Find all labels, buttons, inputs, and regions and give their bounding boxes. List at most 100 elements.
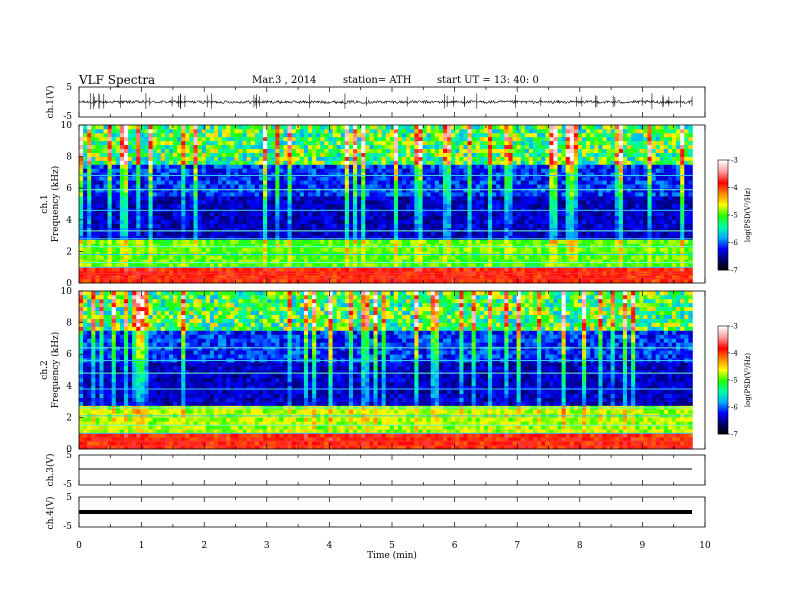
ch1-spectrogram-cell (160, 239, 166, 244)
ch1-spectrogram-cell (418, 184, 423, 189)
ch1-spectrogram-cell (324, 211, 329, 217)
ch1-spectrogram-cell (148, 172, 153, 177)
ch1-spectrogram-cell (516, 140, 522, 146)
ch1-spectrogram-cell (471, 231, 477, 236)
ch1-spectrogram-cell (267, 275, 272, 280)
ch1-spectrogram-cell (148, 219, 153, 225)
ch1-spectrogram-cell (336, 259, 342, 264)
ch1-spectrogram-cell (541, 140, 546, 146)
ch1-spectrogram-cell (365, 184, 370, 189)
ch1-spectrogram-cell (87, 279, 92, 284)
ch1-spectrogram-cell (545, 267, 550, 272)
ch1-spectrogram-cell (87, 239, 92, 244)
ch1-spectrogram-cell (561, 188, 566, 193)
ch1-spectrogram-cell (369, 231, 374, 236)
ch1-spectrogram-cell (393, 215, 399, 221)
ch1-spectrogram-cell (332, 156, 337, 161)
ch1-spectrogram-cell (222, 279, 227, 284)
ch1-spectrogram-cell (459, 152, 464, 157)
ch1-spectrogram-cell (402, 164, 407, 169)
ch1-spectrogram-cell (189, 125, 194, 130)
ch1-spectrogram-cell (443, 148, 448, 153)
ch1-spectrogram-cell (402, 136, 407, 142)
ch1-spectrogram-cell (393, 172, 399, 177)
ch1-spectrogram-cell (91, 196, 96, 201)
ch1-spectrogram-cell (271, 160, 276, 165)
ch1-spectrogram-cell (393, 192, 399, 197)
ch1-spectrogram-cell (340, 259, 346, 264)
ch1-spectrogram-cell (504, 279, 509, 284)
ch1-spectrogram-cell (254, 136, 260, 142)
ch1-spectrogram-cell (434, 188, 440, 193)
ch1-spectrogram-cell (561, 192, 566, 197)
ch1-spectrogram-cell (250, 188, 256, 193)
ch1-spectrogram-cell (263, 200, 268, 205)
ch1-spectrogram-cell (573, 255, 579, 260)
ch1-spectrogram-cell (516, 172, 522, 177)
ch1-spectrogram-cell (443, 152, 448, 157)
ch1-spectrogram-cell (230, 263, 235, 268)
ch1-spectrogram-cell (234, 279, 239, 284)
ch1-spectrogram-cell (164, 215, 170, 221)
ch1-spectrogram-cell (402, 168, 407, 173)
ch1-spectrogram-cell (418, 219, 423, 225)
ch1-spectrogram-cell (459, 227, 464, 232)
ch1-spectrogram-cell (496, 180, 501, 185)
ch1-spectrogram-cell (451, 172, 456, 177)
ch1-spectrogram-cell (426, 211, 432, 217)
ch1-spectrogram-cell (189, 231, 194, 236)
ch1-spectrogram-cell (438, 215, 444, 221)
ch1-spectrogram-cell (353, 215, 358, 221)
ch1-spectrogram-cell (218, 223, 223, 228)
ch1-spectrogram-cell (303, 192, 309, 197)
ch1-spectrogram-cell (541, 251, 546, 256)
ch1-spectrogram-cell (369, 263, 374, 268)
ch1-spectrogram-cell (418, 235, 423, 240)
ch1-spectrogram-cell (320, 255, 325, 260)
ch1-spectrogram-cell (173, 279, 178, 284)
ch1-spectrogram-cell (487, 259, 493, 264)
ch1-spectrogram-cell (348, 239, 354, 244)
ch1-spectrogram-cell (205, 267, 211, 272)
ch1-spectrogram-cell (324, 275, 329, 280)
ch1-spectrogram-cell (181, 192, 186, 197)
ch1-spectrogram-cell (373, 180, 378, 185)
ch1-spectrogram-cell (263, 239, 268, 244)
ch1-spectrogram-cell (295, 132, 301, 138)
ch1-spectrogram-cell (516, 251, 522, 256)
ch1-spectrogram-cell (152, 140, 158, 146)
ch1-spectrogram-cell (422, 255, 427, 260)
ch1-spectrogram-cell (344, 184, 350, 189)
ch1-spectrogram-cell (336, 192, 342, 197)
ch1-spectrogram-cell (541, 275, 546, 280)
ch1-spectrogram-cell (238, 255, 243, 260)
ch1-spectrogram-cell (299, 211, 305, 217)
ch1-spectrogram-cell (128, 188, 133, 193)
ch1-spectrogram-cell (123, 176, 129, 181)
ch1-spectrogram-cell (263, 204, 268, 209)
ch1-spectrogram-cell (324, 125, 329, 130)
ch1-spectrogram-cell (295, 172, 301, 177)
ch1-spectrogram-cell (418, 227, 423, 232)
ch1-spectrogram-cell (99, 243, 104, 248)
ch1-spectrogram-cell (398, 156, 403, 161)
ch1-spectrogram-cell (365, 231, 370, 236)
ch1-spectrogram-cell (520, 223, 526, 228)
ch1-spectrogram-cell (410, 259, 415, 264)
ch1-spectrogram-cell (226, 148, 231, 153)
ch1-spectrogram-cell (250, 231, 256, 236)
ch1-spectrogram-cell (328, 168, 333, 173)
ch1-spectrogram-cell (553, 176, 558, 181)
ch1-spectrogram-cell (479, 128, 485, 134)
ch1-spectrogram-cell (344, 204, 350, 209)
ch1-spectrogram-cell (283, 239, 288, 244)
ch1-spectrogram-cell (234, 231, 239, 236)
ch1-spectrogram-cell (393, 200, 399, 205)
ch1-spectrogram-cell (418, 215, 423, 221)
ch1-spectrogram-cell (406, 188, 411, 193)
ch1-spectrogram-cell (565, 140, 571, 146)
ch1-spectrogram-cell (111, 235, 117, 240)
ch1-spectrogram-cell (573, 136, 579, 142)
ch1-spectrogram-cell (373, 243, 378, 248)
ch1-spectrogram-cell (83, 263, 88, 268)
